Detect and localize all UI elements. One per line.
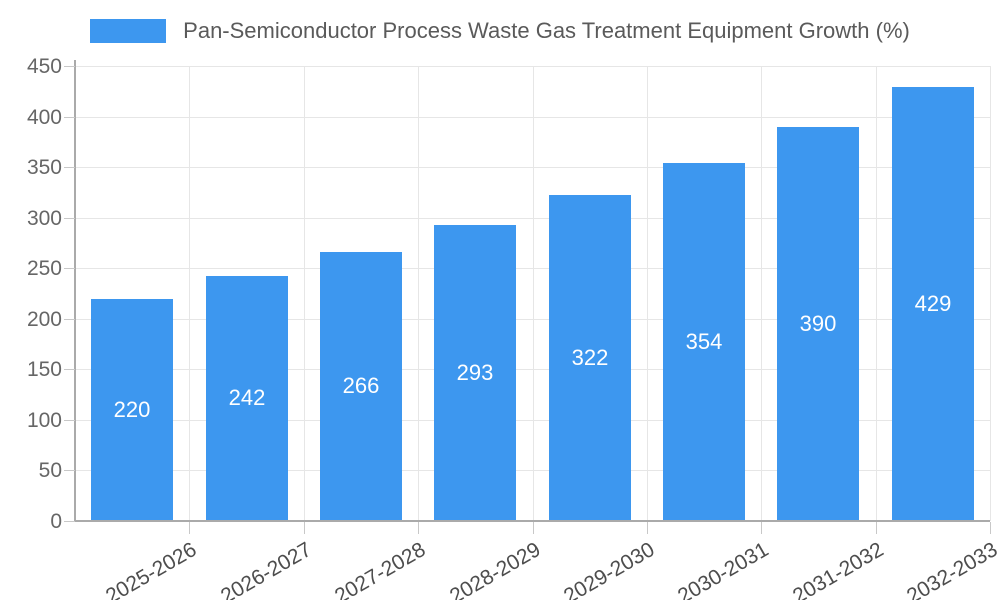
y-axis-tick-label: 450 xyxy=(26,55,62,78)
x-gridline xyxy=(532,66,534,521)
bar-rect[interactable] xyxy=(549,195,631,521)
x-gridline xyxy=(418,66,420,521)
bar-value-label: 266 xyxy=(342,373,380,399)
bar[interactable]: 354 xyxy=(663,163,745,521)
y-tick-mark xyxy=(64,268,75,270)
x-tick-mark xyxy=(189,522,191,534)
bar-rect[interactable] xyxy=(320,252,402,521)
y-axis-tick-label: 50 xyxy=(38,459,62,483)
legend-color-swatch[interactable] xyxy=(90,19,167,43)
y-tick-mark xyxy=(64,369,75,371)
bar-rect[interactable] xyxy=(892,87,974,521)
x-axis-line xyxy=(75,520,990,522)
y-axis-tick-label: 200 xyxy=(26,307,62,331)
bar-rect[interactable] xyxy=(663,163,745,521)
bar-value-label: 242 xyxy=(228,385,266,411)
y-tick-mark xyxy=(64,217,75,219)
y-tick-mark xyxy=(64,521,75,522)
y-tick-mark xyxy=(64,318,75,320)
bar[interactable]: 242 xyxy=(206,276,288,521)
y-axis-tick-label: 150 xyxy=(26,358,62,382)
bar-value-label: 293 xyxy=(456,359,494,385)
x-gridline xyxy=(189,66,191,521)
bar-value-label: 220 xyxy=(113,396,151,422)
bar[interactable]: 322 xyxy=(549,195,631,521)
y-tick-mark xyxy=(64,116,75,118)
y-axis-tick-label: 0 xyxy=(50,510,62,533)
y-tick-mark xyxy=(64,470,75,472)
bar[interactable]: 429 xyxy=(892,87,974,521)
y-tick-mark xyxy=(64,419,75,421)
x-tick-mark xyxy=(761,522,763,534)
x-tick-mark xyxy=(303,522,305,534)
x-tick-mark xyxy=(646,522,648,534)
bar-rect[interactable] xyxy=(777,126,859,521)
y-axis-tick-label: 100 xyxy=(26,408,62,432)
x-gridline xyxy=(990,66,991,521)
y-axis-tick-label: 400 xyxy=(26,105,62,129)
y-axis-line xyxy=(74,60,76,522)
y-tick-mark xyxy=(64,167,75,169)
legend-label: Pan-Semiconductor Process Waste Gas Trea… xyxy=(183,18,910,43)
y-axis-tick-label: 250 xyxy=(26,257,62,281)
y-axis-tick-label: 300 xyxy=(26,206,62,230)
bar[interactable]: 390 xyxy=(777,126,859,521)
bar[interactable]: 220 xyxy=(91,298,173,521)
x-gridline xyxy=(646,66,648,521)
bar-value-label: 322 xyxy=(571,345,609,371)
bar-value-label: 390 xyxy=(799,310,837,336)
bar[interactable]: 293 xyxy=(434,224,516,521)
bar-rect[interactable] xyxy=(91,298,173,521)
x-tick-mark xyxy=(990,522,991,534)
x-gridline xyxy=(761,66,763,521)
bar-value-label: 429 xyxy=(914,291,952,317)
plot-area: 220 242 266 293 322 354 390 429 xyxy=(75,66,991,522)
bar-rect[interactable] xyxy=(434,224,516,521)
y-axis-labels: 0 50 100 150 200 250 300 350 400 450 xyxy=(0,0,62,600)
x-tick-mark xyxy=(418,522,420,534)
bar-value-label: 354 xyxy=(685,329,723,355)
bar-rect[interactable] xyxy=(206,276,288,521)
bar[interactable]: 266 xyxy=(320,252,402,521)
x-gridline xyxy=(303,66,305,521)
x-tick-mark xyxy=(532,522,534,534)
y-axis-tick-label: 350 xyxy=(26,156,62,180)
chart-legend: Pan-Semiconductor Process Waste Gas Trea… xyxy=(0,10,1000,52)
x-tick-mark xyxy=(875,522,877,534)
x-axis-tick-label: 2025-2026 xyxy=(102,538,201,600)
y-tick-mark xyxy=(64,66,75,67)
x-gridline xyxy=(875,66,877,521)
